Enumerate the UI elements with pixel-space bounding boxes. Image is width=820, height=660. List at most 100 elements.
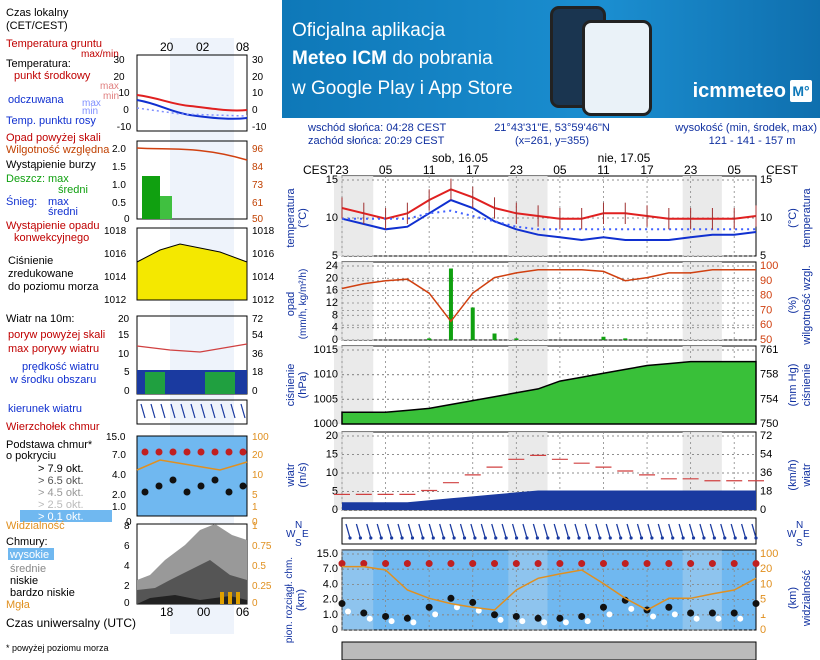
cloud-base-dot-b-10 <box>562 619 569 626</box>
hour-tick-8: 17 <box>640 163 654 177</box>
precip-tick-l-5: 8 <box>332 309 338 321</box>
cloud-base-dot-6 <box>469 598 477 606</box>
cloud-base-dot-b-0 <box>345 608 351 615</box>
press-right-label: ciśnienie <box>801 364 813 407</box>
humid-tick-r-3: 80 <box>760 290 772 302</box>
tz-right: CEST <box>766 163 799 177</box>
winddir-head-8 <box>431 536 435 540</box>
winddir-arrow-33 <box>688 523 695 539</box>
precip-tick-l-3: 16 <box>326 285 338 297</box>
temp-axis-label: temperatura <box>285 187 297 247</box>
legend-temp-min: min <box>103 91 119 102</box>
winddir-head-35 <box>712 536 716 540</box>
temp-panel-night-3 <box>682 176 722 256</box>
cloud-tick-l-1: 15.0 <box>317 548 338 560</box>
legend-top-dot-2 <box>169 448 177 456</box>
legend-cb-tick-3: 4.0 <box>112 470 126 481</box>
winddir-arrow-36 <box>720 523 726 539</box>
winddir-arrow-18 <box>532 523 539 539</box>
tz-left: CEST <box>303 163 336 177</box>
compass-e-right: E <box>803 529 810 540</box>
sunrise-text: wschód słońca: 04:28 CEST <box>307 122 446 134</box>
winddir-head-32 <box>681 536 685 540</box>
cloud-base-dot-b-1 <box>366 615 373 622</box>
legend-top-dot-3 <box>183 448 191 456</box>
legend-arrow-1 <box>150 403 156 419</box>
banner-line-2: Meteo ICM do pobrania <box>292 48 493 70</box>
cloud-base-dot-12 <box>599 603 607 611</box>
winddir-arrow-15 <box>501 523 507 539</box>
winddir-arrow-23 <box>584 523 591 539</box>
precip-panel-night-3 <box>682 262 722 340</box>
legend-wind-rtick-5: 0 <box>252 386 258 397</box>
winddir-arrow-24 <box>595 523 601 539</box>
legend-precip-tick-2: 1.5 <box>112 162 126 173</box>
precip-axis-label: opad <box>285 292 297 316</box>
legend-wind-tick-1: 20 <box>118 314 130 325</box>
legend-wind-speed-2: w środku obszaru <box>9 374 96 386</box>
winddir-head-10 <box>452 536 456 540</box>
legend-snow: Śnieg: <box>6 195 37 208</box>
legend-gust-line <box>136 343 248 353</box>
winddir-head-28 <box>639 536 644 540</box>
wind-right-label: wiatr <box>801 463 813 488</box>
winddir-head-22 <box>577 536 581 540</box>
legend-wind-area-green <box>145 372 165 394</box>
winddir-head-18 <box>535 536 539 540</box>
winddir-frame <box>341 517 757 545</box>
temp-line <box>341 188 757 220</box>
wind-axis-label: wiatr <box>285 463 297 488</box>
hour-tick-5: 23 <box>510 163 524 177</box>
winddir-head-6 <box>410 536 415 540</box>
legend-press-rtick-3: 1014 <box>252 272 275 283</box>
precip-tick-l-6: 4 <box>332 322 338 334</box>
legend-precip-occ-1: Wystąpienie opadu <box>6 220 99 232</box>
cloud-top-dot-15 <box>665 560 673 568</box>
temp-panel-night-1 <box>334 176 374 256</box>
winddir-arrow-21 <box>563 523 570 539</box>
legend-winddir-arrows <box>140 403 246 419</box>
icmmeteo-logo[interactable]: icmmeteo M° <box>693 78 812 104</box>
grid-text: (x=261, y=355) <box>515 135 589 147</box>
legend-temp-rtick-2: 20 <box>252 72 264 83</box>
winddir-head-11 <box>462 536 467 540</box>
winddir-arrow-9 <box>439 523 445 539</box>
cloud-base-dot-19 <box>752 600 760 608</box>
press-mmhg-tick-r-4: 750 <box>760 418 778 430</box>
winddir-arrow-4 <box>387 523 393 539</box>
cloud-top-dot-19 <box>752 560 760 568</box>
wind-kmh-tick-r-3: 36 <box>760 467 772 479</box>
app-banner[interactable]: Oficjalna aplikacja Meteo ICM do pobrani… <box>282 0 820 118</box>
vis-tick-r-6: 0 <box>760 624 766 636</box>
legend-local-time: Czas lokalny <box>6 7 69 19</box>
cloud-base-dot-b-19 <box>759 608 765 615</box>
legend-precip-panel <box>136 140 248 220</box>
legend-local-tick-3: 08 <box>236 40 250 54</box>
legend-rain-bar <box>142 176 160 219</box>
temp-tick-l-2: 10 <box>326 212 338 224</box>
elevation-label: wysokość (min, środek, max) <box>674 122 817 134</box>
legend-cloud-base-1: Podstawa chmur* <box>6 439 93 451</box>
precip-tick-l-4: 12 <box>326 297 338 309</box>
legend-arrow-7 <box>210 403 216 419</box>
cloud-cover-panel-partial <box>341 641 757 660</box>
legend-okta-1: > 7.9 okt. <box>38 463 84 475</box>
winddir-head-2 <box>369 536 373 540</box>
wind-kmh-tick-r-5: 0 <box>760 504 766 516</box>
humid-tick-r-1: 100 <box>760 260 778 272</box>
cloud-tick-l-6: 0 <box>332 624 338 636</box>
winddir-arrow-11 <box>459 523 466 539</box>
legend-cc-tick-4: 2 <box>124 581 130 592</box>
cloud-base-dot-17 <box>708 609 716 617</box>
humid-right-label: wilgotność wzgl. <box>801 265 813 345</box>
winddir-head-17 <box>525 536 529 540</box>
compass-s: S <box>295 538 302 549</box>
legend-precip-tick-4: 0.5 <box>112 198 126 209</box>
legend-cc-tick-2: 6 <box>124 541 130 552</box>
temp-tick-l-1: 15 <box>326 174 338 186</box>
winddir-head-37 <box>733 536 737 540</box>
legend-soil-temp-range: max/min <box>81 49 119 60</box>
legend-cc-tick-3: 4 <box>124 561 130 572</box>
winddir-arrow-32 <box>678 523 684 539</box>
legend-cc-rtick-5: 0 <box>252 598 258 609</box>
